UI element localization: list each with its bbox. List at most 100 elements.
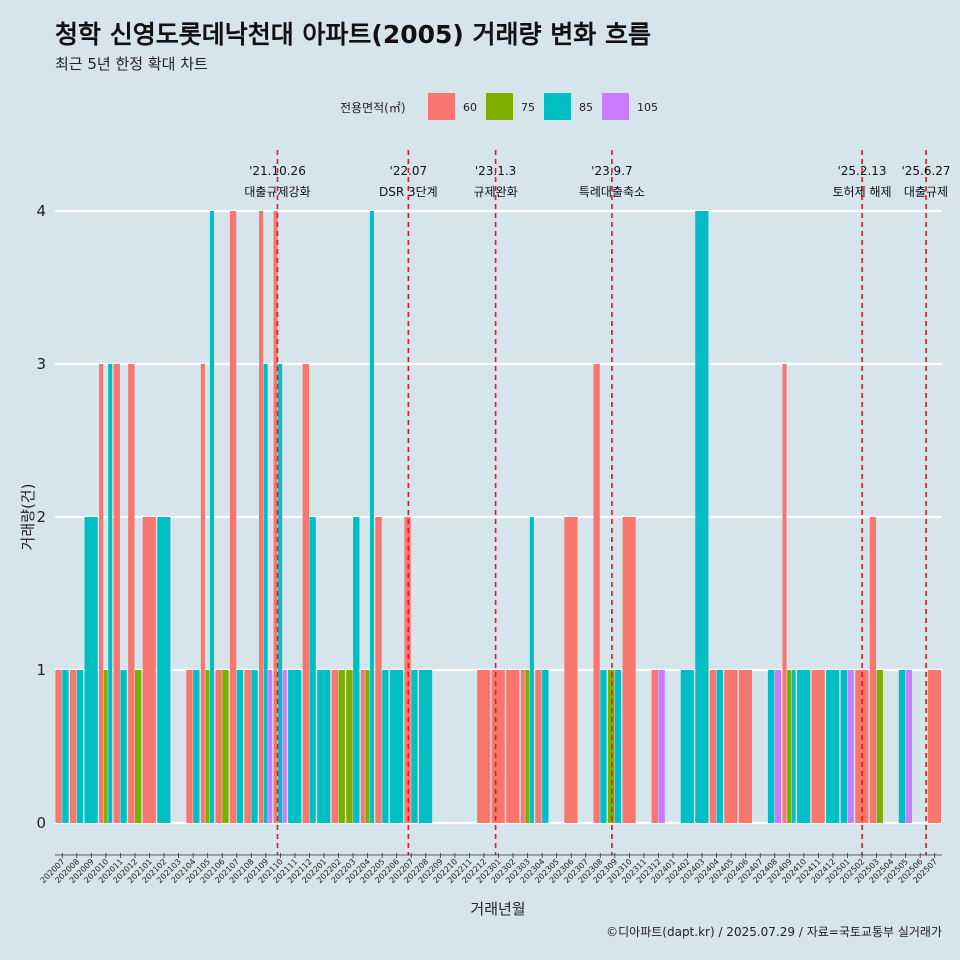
policy-event-lines: '21.10.26 대출규제강화 '22.07 DSR 3단계 '23.1.3 규제완화 '… <box>244 150 951 855</box>
bar-202207-60 <box>404 517 411 823</box>
bar-202304-60 <box>535 670 542 823</box>
bar-202011-85 <box>120 670 127 823</box>
bar-202109-105 <box>268 670 273 823</box>
event-date: '21.10.26 <box>249 164 306 178</box>
y-axis: 0 1 2 3 4 <box>36 202 46 832</box>
legend-swatch-75 <box>486 93 513 120</box>
bar-202008-60 <box>69 670 77 823</box>
y-tick-label: 2 <box>36 508 46 526</box>
bar-202409-85 <box>791 670 796 823</box>
bar-202007-60 <box>55 670 62 823</box>
bar-202105-75 <box>205 670 210 823</box>
bar-202403-85 <box>695 211 709 823</box>
bar-202308-60 <box>593 364 600 823</box>
bar-202202-75 <box>338 670 345 823</box>
y-tick-label: 1 <box>36 661 46 679</box>
bar-202104-60 <box>186 670 193 823</box>
bar-202011-60 <box>113 364 120 823</box>
legend-swatch-60 <box>428 93 455 120</box>
bar-202109-85 <box>263 364 268 823</box>
bar-202404-60 <box>709 670 717 823</box>
y-tick-label: 0 <box>36 814 46 832</box>
legend: 전용면적(㎡) 60 75 85 105 <box>340 93 658 120</box>
bar-202201-85 <box>317 670 331 823</box>
bar-202110-105 <box>282 670 287 823</box>
event-label: 대출규제강화 <box>244 185 310 199</box>
bars <box>55 211 942 823</box>
bar-202102-85 <box>157 517 171 823</box>
bar-202410-85 <box>797 670 811 823</box>
bar-202204-75 <box>365 670 370 823</box>
bar-202010-85 <box>108 364 113 823</box>
bar-202008-85 <box>76 670 84 823</box>
bar-202503-60 <box>869 517 877 823</box>
bar-202212-60 <box>477 670 491 823</box>
bar-202107-60 <box>229 211 237 823</box>
legend-title: 전용면적(㎡) <box>340 101 406 115</box>
bar-202110-60 <box>273 211 278 823</box>
bar-202204-85 <box>369 211 374 823</box>
event-date: '25.2.13 <box>837 164 886 178</box>
bar-202105-85 <box>209 211 215 823</box>
bar-202108-60 <box>244 670 251 823</box>
bar-202205-60 <box>375 517 382 823</box>
bar-202010-60 <box>99 364 104 823</box>
bar-202310-60 <box>622 517 636 823</box>
bar-202202-60 <box>331 670 339 823</box>
bar-202505-85 <box>898 670 906 823</box>
bar-202408-85 <box>767 670 775 823</box>
bar-202411-60 <box>811 670 825 823</box>
bar-202304-85 <box>542 670 549 823</box>
bar-202112-85 <box>309 517 316 823</box>
event-label: DSR 3단계 <box>379 185 438 199</box>
bar-202012-75 <box>134 670 142 823</box>
bar-202312-60 <box>651 670 658 823</box>
legend-swatch-105 <box>602 93 629 120</box>
bar-202408-105 <box>774 670 782 823</box>
bar-202406-60 <box>738 670 753 823</box>
event-label: 특례대출축소 <box>579 185 645 199</box>
bar-202402-85 <box>680 670 694 823</box>
y-tick-label: 4 <box>36 202 46 220</box>
bar-202007-85 <box>62 670 69 823</box>
bar-202203-85 <box>353 517 360 823</box>
bar-202505-105 <box>905 670 912 823</box>
bar-202507-60 <box>927 670 942 823</box>
legend-label-60: 60 <box>463 101 477 114</box>
event-date: '25.6.27 <box>901 164 950 178</box>
bar-202104-85 <box>193 670 200 823</box>
bar-202409-75 <box>787 670 792 823</box>
bar-202208-85 <box>418 670 433 823</box>
bar-202009-85 <box>84 517 98 823</box>
bar-202205-85 <box>382 670 389 823</box>
event-date: '22.07 <box>390 164 428 178</box>
legend-label-105: 105 <box>637 101 658 114</box>
bar-202303-60 <box>520 670 525 823</box>
legend-swatch-85 <box>544 93 571 120</box>
bar-202303-85 <box>529 517 534 823</box>
x-axis: 2020072020082020092020102020112020122021… <box>39 853 942 885</box>
bar-202109-60 <box>259 211 264 823</box>
bar-202012-60 <box>128 364 135 823</box>
bar-202106-75 <box>222 670 229 823</box>
chart-title: 청학 신영도롯데낙천대 아파트(2005) 거래량 변화 흐름 <box>55 20 651 49</box>
legend-label-85: 85 <box>579 101 593 114</box>
x-axis-title: 거래년월 <box>470 900 525 918</box>
legend-label-75: 75 <box>521 101 535 114</box>
bar-202303-75 <box>525 670 530 823</box>
bar-202207-85 <box>411 670 418 823</box>
bar-202108-85 <box>251 670 258 823</box>
event-date: '23.1.3 <box>475 164 516 178</box>
bar-202101-60 <box>142 517 156 823</box>
y-tick-label: 3 <box>36 355 46 373</box>
bar-202111-85 <box>288 670 302 823</box>
bar-202405-60 <box>724 670 738 823</box>
bar-202107-85 <box>236 670 244 823</box>
bar-202206-85 <box>389 670 404 823</box>
bar-202302-60 <box>506 670 520 823</box>
bar-202203-75 <box>346 670 353 823</box>
bar-202105-60 <box>200 364 205 823</box>
bar-202204-60 <box>360 670 365 823</box>
bar-202503-75 <box>876 670 883 823</box>
